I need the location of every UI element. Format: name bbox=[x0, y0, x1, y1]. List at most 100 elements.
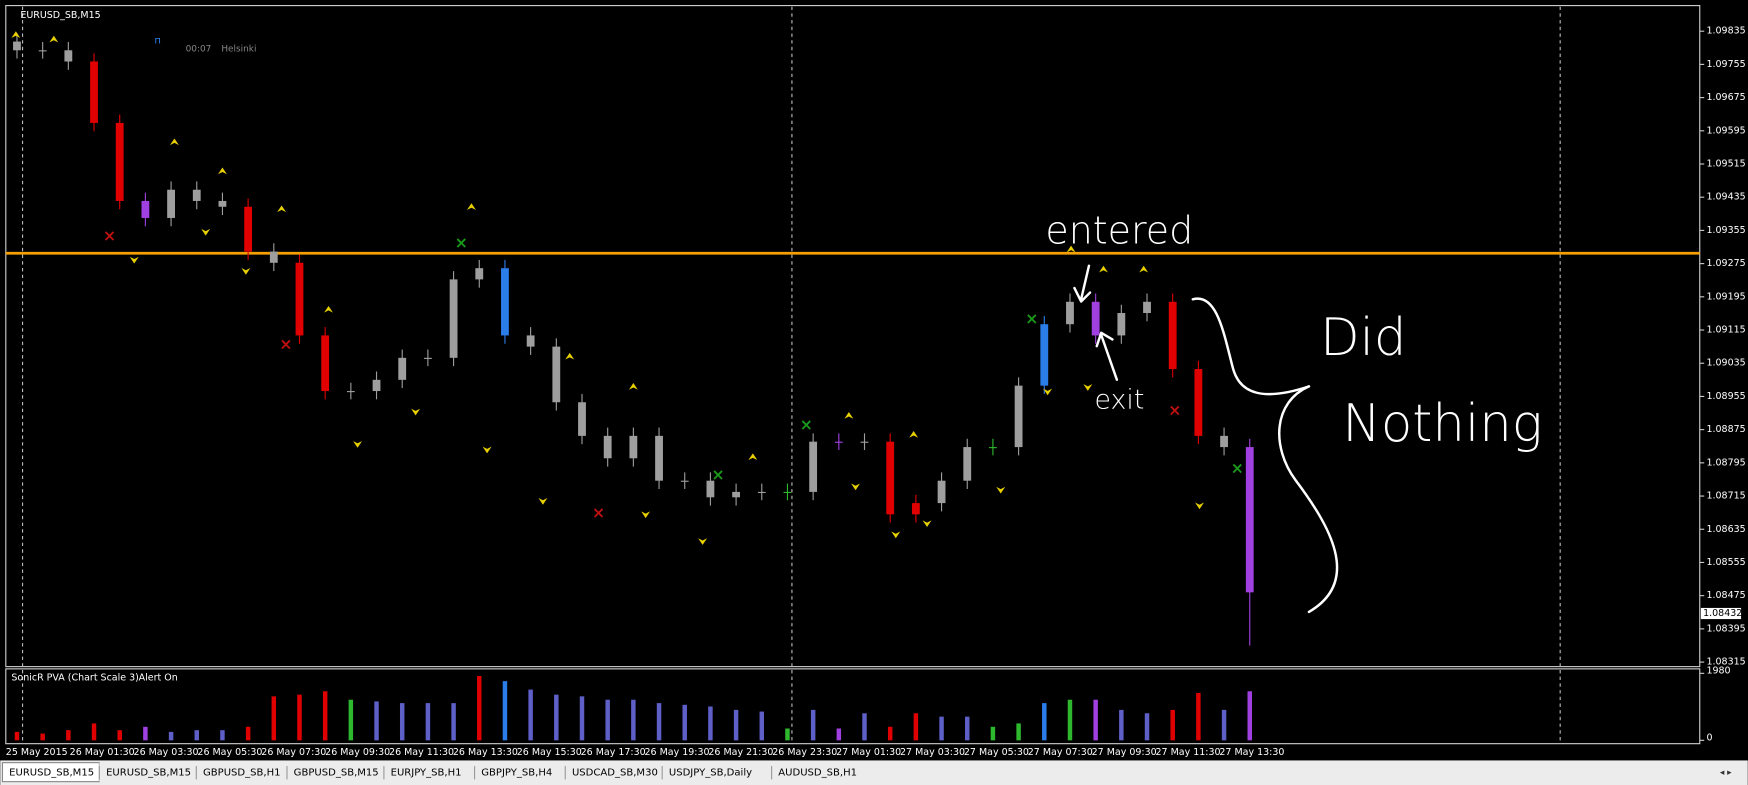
y-tick-label: 1.09675 bbox=[1706, 92, 1745, 103]
tab-label[interactable]: EURUSD_SB,M15 bbox=[9, 768, 94, 779]
buy-signal: × bbox=[800, 415, 813, 434]
candle-body bbox=[321, 335, 330, 392]
candle-body bbox=[552, 346, 561, 403]
tab-label[interactable]: EURUSD_SB,M15 bbox=[106, 768, 191, 779]
tab-background[interactable] bbox=[99, 762, 197, 782]
candle-body bbox=[1143, 301, 1151, 314]
tab-label[interactable]: EURJPY_SB,H1 bbox=[391, 768, 462, 779]
annotation-brace bbox=[1191, 297, 1311, 396]
volume-bar bbox=[887, 726, 893, 741]
volume-bar bbox=[990, 726, 996, 741]
x-tick-label: 26 May 17:30 bbox=[581, 747, 646, 758]
x-tick-label: 26 May 05:30 bbox=[197, 747, 262, 758]
x-tick-label: 26 May 01:30 bbox=[70, 747, 135, 758]
y-tick-label: 1.09355 bbox=[1706, 225, 1745, 236]
candle-body bbox=[192, 189, 201, 201]
volume-bar bbox=[631, 699, 636, 741]
clock: 00:07 bbox=[186, 45, 212, 55]
tab-strip: EURUSD_SB,M15 EURUSD_SB,M15 GBPUSD_SB,H1 GB… bbox=[1, 762, 863, 783]
y-tick-label: 1.09755 bbox=[1706, 59, 1745, 70]
volume-bar bbox=[1016, 723, 1021, 741]
candle-body bbox=[911, 503, 920, 515]
sell-signal: × bbox=[279, 335, 292, 354]
volume-bar bbox=[1144, 713, 1150, 741]
x-tick-label: 27 May 07:30 bbox=[1028, 747, 1093, 758]
sell-signal: × bbox=[103, 226, 116, 245]
buy-signal: × bbox=[455, 233, 468, 252]
tab-background[interactable] bbox=[383, 762, 475, 782]
y-tick-label: 0 bbox=[1706, 733, 1712, 744]
tab-label[interactable]: USDJPY_SB,Daily bbox=[669, 768, 752, 779]
candle-body bbox=[1168, 301, 1177, 370]
volume-bar bbox=[220, 730, 225, 741]
tab-label[interactable]: GBPUSD_SB,H1 bbox=[203, 768, 281, 779]
candle-body bbox=[834, 441, 843, 443]
y-tick-label: 1.09435 bbox=[1706, 192, 1745, 203]
volume-bar bbox=[399, 703, 405, 741]
tab-background[interactable] bbox=[196, 762, 287, 782]
y-tick-label: 1.09835 bbox=[1706, 26, 1745, 37]
tab-label[interactable]: GBPJPY_SB,H4 bbox=[481, 768, 552, 779]
x-tick-label: 27 May 13:30 bbox=[1219, 747, 1284, 758]
candle-body bbox=[398, 357, 407, 380]
candle-body bbox=[706, 480, 715, 498]
y-tick-label: 1.09275 bbox=[1706, 258, 1745, 269]
tab-background[interactable] bbox=[771, 762, 863, 782]
volume-bar bbox=[477, 676, 482, 741]
candle-body bbox=[1066, 301, 1074, 325]
x-tick-label: 27 May 11:30 bbox=[1156, 747, 1221, 758]
volume-bar bbox=[322, 691, 328, 741]
volume-bar bbox=[168, 731, 174, 741]
candle-body bbox=[1117, 313, 1126, 336]
volume-bar bbox=[759, 711, 765, 741]
candle-body bbox=[860, 441, 869, 443]
annotation: entered bbox=[1045, 208, 1193, 252]
tab-background[interactable] bbox=[474, 762, 566, 782]
y-tick-label: 1.09115 bbox=[1706, 325, 1745, 336]
tab-background[interactable] bbox=[662, 762, 772, 782]
candle-body bbox=[1245, 447, 1254, 593]
sell-signal: × bbox=[592, 503, 605, 522]
volume-bar bbox=[862, 713, 867, 741]
candle-body bbox=[449, 279, 458, 358]
candle-body bbox=[603, 435, 612, 459]
candle-body bbox=[886, 441, 895, 515]
x-tick-label: 27 May 03:30 bbox=[900, 747, 965, 758]
indicator-status: Alert On bbox=[139, 672, 178, 683]
volume-bar bbox=[348, 699, 354, 741]
candle-body bbox=[13, 41, 21, 51]
candle-body bbox=[141, 200, 150, 218]
volume-bar bbox=[1042, 703, 1047, 741]
x-tick-label: 26 May 07:30 bbox=[261, 747, 326, 758]
buy-signal: × bbox=[1025, 309, 1038, 328]
volume-bar bbox=[785, 728, 790, 741]
tab-background[interactable] bbox=[565, 762, 663, 782]
volume-bar bbox=[1119, 709, 1124, 741]
volume-bar bbox=[66, 730, 71, 741]
y-tick-label: 1.08395 bbox=[1706, 623, 1745, 634]
timezone: Helsinki bbox=[221, 45, 256, 55]
candle-body bbox=[809, 441, 818, 492]
last-price-label: 1.08432 bbox=[1703, 608, 1742, 619]
volume-bar bbox=[1067, 699, 1073, 741]
tab-label[interactable]: AUDUSD_SB,H1 bbox=[778, 768, 857, 779]
volume-bar bbox=[733, 709, 739, 741]
x-tick-label: 26 May 09:30 bbox=[325, 747, 390, 758]
y-tick-label: 1.08635 bbox=[1706, 524, 1745, 535]
volume-bar bbox=[708, 706, 713, 741]
volume-bar bbox=[502, 681, 508, 741]
tab-label[interactable]: GBPUSD_SB,M15 bbox=[294, 768, 379, 779]
candle-body bbox=[218, 200, 227, 207]
x-tick-label: 26 May 03:30 bbox=[134, 747, 199, 758]
volume-bar bbox=[91, 723, 97, 741]
annotation-arrow bbox=[1073, 264, 1092, 303]
volume-bar bbox=[836, 728, 842, 741]
annotation-brace bbox=[1278, 385, 1339, 614]
y-tick-label: 1.08555 bbox=[1706, 557, 1745, 568]
tab-label[interactable]: USDCAD_SB,M30 bbox=[572, 768, 658, 779]
last-price-box bbox=[1700, 607, 1742, 620]
volume-bar bbox=[245, 726, 251, 741]
tab-background[interactable] bbox=[286, 762, 384, 782]
